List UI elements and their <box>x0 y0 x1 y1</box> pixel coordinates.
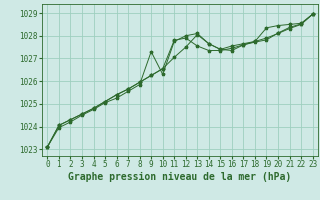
X-axis label: Graphe pression niveau de la mer (hPa): Graphe pression niveau de la mer (hPa) <box>68 172 292 182</box>
